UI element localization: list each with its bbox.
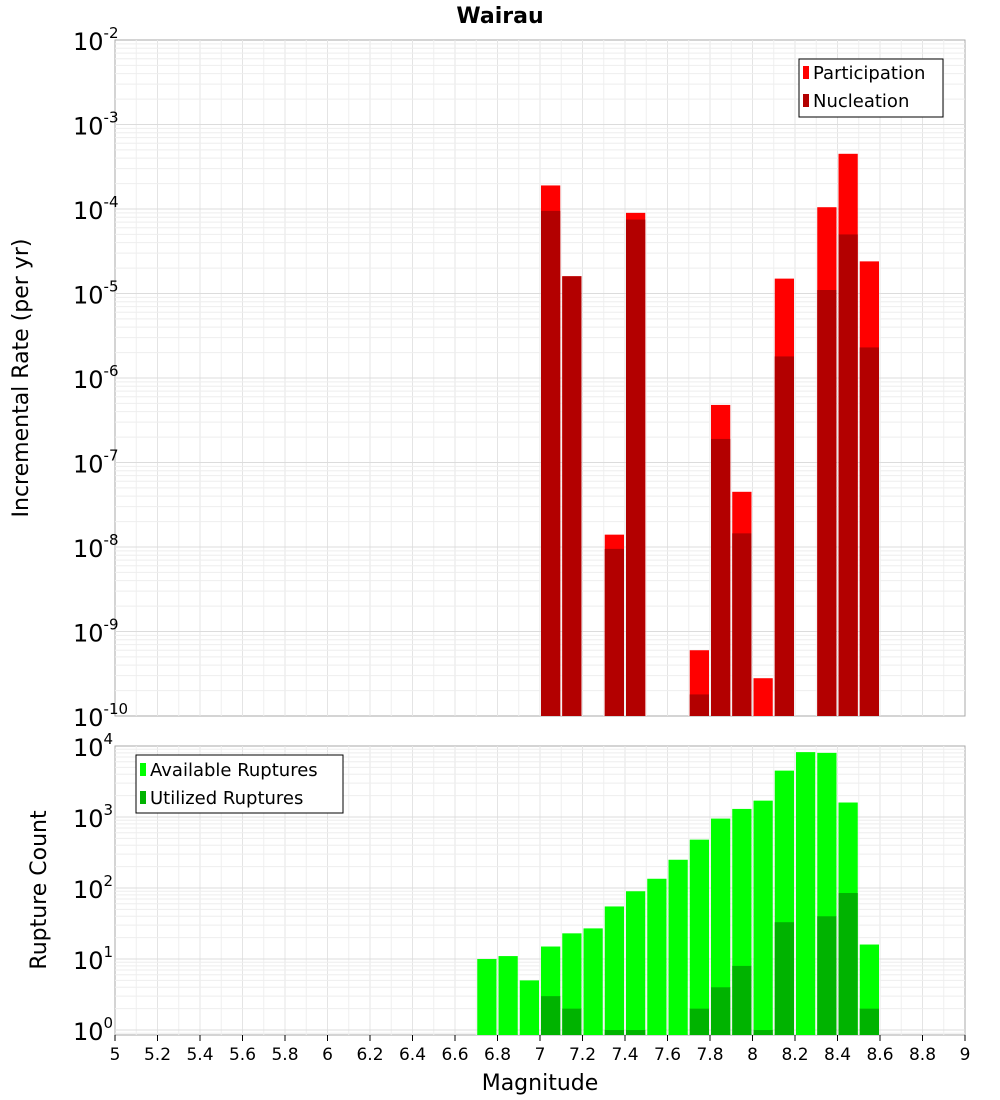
available-ruptures-bar [583, 928, 603, 1035]
rate-bars [541, 153, 879, 717]
utilized-ruptures-bar [604, 1030, 624, 1035]
available-ruptures-bar [689, 839, 709, 1035]
y-tick-label: 100 [73, 1014, 113, 1046]
x-axis-title: Magnitude [482, 1071, 599, 1096]
available-ruptures-bar [796, 752, 816, 1035]
x-tick-label: 7 [535, 1045, 546, 1065]
count-y-ticks: 100 101 102 103 104 [73, 730, 113, 1046]
available-ruptures-bar [668, 859, 688, 1035]
count-legend-box [135, 754, 344, 814]
utilized-ruptures-bar [838, 893, 858, 1035]
x-tick-label: 6.4 [399, 1045, 426, 1065]
nucleation-legend-swatch [803, 94, 809, 107]
available-legend-swatch [140, 763, 146, 776]
nucleation-bar [562, 276, 582, 716]
y-tick-label: 10-9 [73, 616, 119, 648]
rate-legend-box [798, 58, 944, 118]
utilized-ruptures-bar [562, 1008, 582, 1035]
utilized-ruptures-bar [732, 965, 752, 1035]
rate-legend: Participation Nucleation [798, 58, 944, 118]
x-tick-label: 6.2 [356, 1045, 383, 1065]
participation-bar [753, 678, 773, 716]
x-tick-label: 7.2 [569, 1045, 596, 1065]
participation-legend-label: Participation [813, 63, 925, 84]
utilized-legend-label: Utilized Ruptures [150, 788, 303, 809]
x-tick-label: 5 [110, 1045, 121, 1065]
x-tick-label: 8.6 [866, 1045, 893, 1065]
x-tick-label: 8.4 [824, 1045, 851, 1065]
rate-y-axis-title: Incremental Rate (per yr) [9, 239, 34, 518]
y-tick-label: 10-2 [73, 24, 119, 56]
utilized-ruptures-bar [774, 922, 794, 1035]
available-ruptures-bar [519, 980, 539, 1035]
available-ruptures-bar [711, 818, 731, 1035]
x-tick-label: 8.8 [909, 1045, 936, 1065]
available-ruptures-bar [753, 800, 773, 1035]
nucleation-legend-label: Nucleation [813, 91, 909, 112]
x-tick-label: 5.6 [229, 1045, 256, 1065]
y-tick-label: 104 [73, 730, 113, 762]
y-tick-label: 101 [73, 943, 113, 975]
y-tick-label: 10-6 [73, 362, 119, 394]
nucleation-bar [859, 347, 879, 716]
y-tick-label: 10-7 [73, 447, 119, 479]
utilized-ruptures-bar [859, 1008, 879, 1035]
count-bars [477, 752, 879, 1035]
participation-legend-swatch [803, 66, 809, 79]
count-y-axis-title: Rupture Count [27, 810, 52, 970]
utilized-ruptures-bar [817, 916, 837, 1035]
nucleation-bar [838, 234, 858, 717]
available-ruptures-bar [626, 891, 646, 1035]
y-tick-label: 103 [73, 801, 113, 833]
x-tick-label: 8.2 [781, 1045, 808, 1065]
x-tick-label: 5.2 [144, 1045, 171, 1065]
x-tick-label: 5.4 [186, 1045, 213, 1065]
x-tick-label: 6.6 [441, 1045, 468, 1065]
x-tick-label: 7.8 [696, 1045, 723, 1065]
rate-panel: 10-10 10-9 10-8 10-7 10-6 10-5 10-4 10-3 10-2 In… [9, 24, 966, 732]
utilized-legend-swatch [140, 791, 146, 804]
available-ruptures-bar [647, 878, 667, 1035]
x-ticks: 5 5.2 5.4 5.6 5.8 6 6.2 6.4 6.6 6.8 7 7.2 7.4 7.6 7.8 8… [110, 1035, 971, 1065]
nucleation-bar [604, 548, 624, 716]
nucleation-bar [817, 290, 837, 716]
utilized-ruptures-bar [689, 1008, 709, 1035]
nucleation-bar [541, 210, 561, 716]
y-tick-label: 10-10 [73, 700, 128, 732]
x-tick-label: 9 [960, 1045, 971, 1065]
available-ruptures-bar [604, 906, 624, 1035]
y-tick-label: 10-5 [73, 278, 119, 310]
rate-gridlines [115, 40, 965, 716]
y-tick-label: 102 [73, 872, 113, 904]
nucleation-bar [689, 694, 709, 716]
nucleation-bar [774, 356, 794, 716]
count-legend: Available Ruptures Utilized Ruptures [135, 754, 344, 814]
rate-y-ticks: 10-10 10-9 10-8 10-7 10-6 10-5 10-4 10-3 10-2 [73, 24, 128, 732]
nucleation-bar [711, 438, 731, 716]
available-legend-label: Available Ruptures [150, 760, 318, 781]
chart-title: Wairau [456, 4, 543, 29]
y-tick-label: 10-4 [73, 193, 119, 225]
x-tick-label: 7.4 [611, 1045, 638, 1065]
available-ruptures-bar [498, 956, 518, 1035]
y-tick-label: 10-8 [73, 531, 119, 563]
x-tick-label: 6 [322, 1045, 333, 1065]
nucleation-bar [732, 533, 752, 716]
nucleation-bar [626, 219, 646, 717]
utilized-ruptures-bar [626, 1030, 646, 1035]
x-tick-label: 5.8 [271, 1045, 298, 1065]
y-tick-label: 10-3 [73, 109, 119, 141]
count-panel: 100 101 102 103 104 5 5.2 5.4 5.6 5.8 6 6.2 6.4 6.6 6… [27, 730, 970, 1096]
x-tick-label: 8 [747, 1045, 758, 1065]
available-ruptures-bar [477, 959, 497, 1035]
x-tick-label: 7.6 [654, 1045, 681, 1065]
utilized-ruptures-bar [711, 987, 731, 1035]
utilized-ruptures-bar [541, 996, 561, 1035]
utilized-ruptures-bar [753, 1030, 773, 1035]
x-tick-label: 6.8 [484, 1045, 511, 1065]
